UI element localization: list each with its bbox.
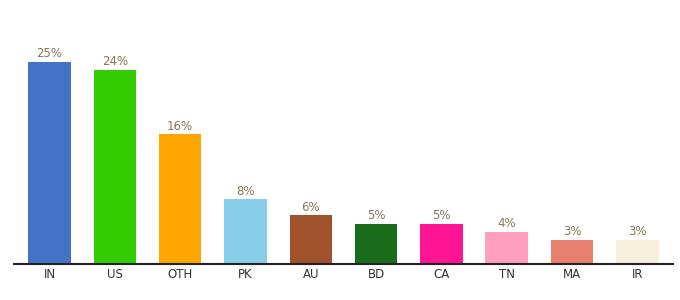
Bar bbox=[224, 199, 267, 264]
Bar bbox=[486, 232, 528, 264]
Bar bbox=[290, 215, 332, 264]
Text: 6%: 6% bbox=[301, 201, 320, 214]
Bar bbox=[29, 61, 71, 264]
Bar bbox=[420, 224, 462, 264]
Text: 5%: 5% bbox=[367, 209, 386, 222]
Bar bbox=[616, 240, 658, 264]
Text: 4%: 4% bbox=[497, 217, 516, 230]
Text: 3%: 3% bbox=[628, 225, 647, 238]
Text: 25%: 25% bbox=[37, 47, 63, 60]
Bar bbox=[551, 240, 593, 264]
Text: 5%: 5% bbox=[432, 209, 451, 222]
Text: 8%: 8% bbox=[236, 184, 255, 198]
Bar bbox=[94, 70, 136, 264]
Text: 24%: 24% bbox=[102, 55, 128, 68]
Text: 16%: 16% bbox=[167, 120, 193, 133]
Bar bbox=[159, 134, 201, 264]
Text: 3%: 3% bbox=[563, 225, 581, 238]
Bar bbox=[355, 224, 397, 264]
